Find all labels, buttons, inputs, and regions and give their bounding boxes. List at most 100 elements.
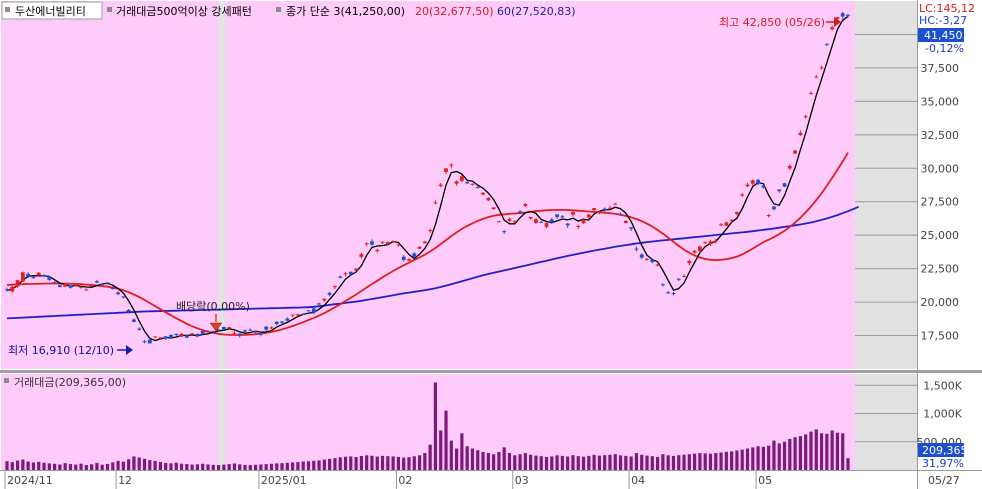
candle-body (73, 284, 78, 286)
candle-body (296, 314, 300, 316)
volume-bar (793, 437, 797, 470)
volume-bar (37, 461, 41, 470)
price-tick-label: 17,500 (921, 330, 960, 343)
volume-bar (227, 464, 231, 470)
candle-body (359, 254, 364, 257)
volume-bar (492, 454, 496, 470)
candle-body (343, 273, 348, 275)
candle-body (502, 231, 507, 233)
stock-name-box[interactable] (1, 1, 103, 20)
candle-body (671, 292, 676, 294)
candle-body (539, 221, 544, 223)
candle-body (417, 246, 422, 249)
volume-bar (497, 451, 501, 470)
price-right-margin (855, 1, 917, 369)
volume-bar (798, 436, 802, 470)
volume-bar (703, 453, 707, 470)
volume-bar (566, 456, 570, 470)
candle-body (375, 250, 380, 252)
candle-body (814, 76, 819, 78)
price-badge (918, 28, 964, 42)
legend-marker-icon (4, 378, 9, 383)
candle-body (401, 256, 406, 260)
volume-title[interactable]: 거래대금(209,365,00) (14, 376, 126, 389)
series-label[interactable]: 종가 단순 3(41,250,00) (286, 5, 405, 18)
volume-bar (740, 449, 744, 470)
ma60-line (6, 205, 859, 320)
volume-bar (460, 433, 464, 470)
candle-body (385, 242, 390, 244)
candle-body (803, 116, 808, 118)
ma60-label[interactable]: 60(27,520,83) (497, 5, 576, 18)
dividend-marker-band (218, 1, 225, 369)
moving-average-lines (6, 15, 859, 342)
volume-bar (407, 457, 411, 470)
arrow-right-icon (126, 345, 133, 355)
volume-bar (386, 456, 390, 470)
candle-body (348, 271, 353, 275)
candle-body (169, 335, 173, 338)
volume-bar (613, 454, 617, 470)
volume-bar (439, 430, 443, 470)
volume-bar (179, 463, 184, 470)
volume-bars (5, 382, 850, 470)
candle-body (5, 289, 9, 291)
candle-body (824, 43, 829, 45)
ma20-label[interactable]: 20(32,677,50) (415, 5, 494, 18)
candle-body (20, 272, 25, 282)
candle-body (380, 241, 385, 243)
gridlines (855, 33, 918, 443)
candle-body (772, 206, 776, 210)
candle-body (354, 268, 358, 271)
candle-body (84, 289, 89, 291)
volume-bar (53, 463, 57, 470)
volume-bar (142, 458, 147, 470)
candle-body (846, 14, 850, 16)
candle-body (211, 331, 216, 333)
volume-bar (534, 455, 538, 470)
volume-bar (185, 464, 189, 470)
candle-body (105, 282, 110, 284)
change-pct: -0,12% (925, 42, 964, 55)
condition-label[interactable]: 거래대금500억이상 강세패턴 (116, 5, 252, 18)
date-tick-label: 05 (758, 474, 772, 487)
candle-body (232, 332, 237, 334)
volume-bar (544, 457, 549, 470)
volume-bar (15, 460, 20, 470)
candle-body (761, 185, 766, 188)
candle-body (465, 181, 470, 184)
volume-bar (587, 455, 591, 470)
volume-bar (291, 462, 295, 470)
candle-body (338, 276, 343, 278)
price-panel-background[interactable] (1, 1, 855, 369)
candle-body (147, 339, 152, 344)
volume-bar (645, 455, 649, 470)
volume-bar (338, 457, 342, 470)
volume-bar (396, 456, 401, 470)
candle-body (364, 243, 369, 245)
volume-bar (608, 454, 612, 470)
volume-bar (296, 461, 300, 470)
candle-body (190, 333, 195, 335)
candle-body (110, 288, 115, 290)
candle-body (602, 208, 607, 211)
volume-bar (819, 433, 824, 470)
candle-body (26, 273, 31, 277)
candle-body (95, 281, 99, 283)
candle-body (57, 285, 62, 287)
volume-bar (687, 454, 691, 470)
date-tick-label: 03 (515, 474, 529, 487)
candle-body (586, 214, 591, 218)
volume-bar (730, 451, 734, 470)
date-tick-label: 02 (398, 474, 412, 487)
candle-body (79, 286, 83, 288)
volume-bar (174, 462, 178, 470)
low-annotation: 최저 16,910 (12/10) (8, 344, 114, 357)
stock-name[interactable]: 두산에너빌리티 (15, 5, 86, 18)
candle-body (317, 303, 321, 305)
volume-bar (269, 463, 274, 470)
date-axis-labels: 2024/11 12 2025/01 02 03 04 05 05/27 (4, 471, 960, 489)
volume-panel-background[interactable] (1, 374, 855, 470)
candle-body (100, 283, 105, 285)
